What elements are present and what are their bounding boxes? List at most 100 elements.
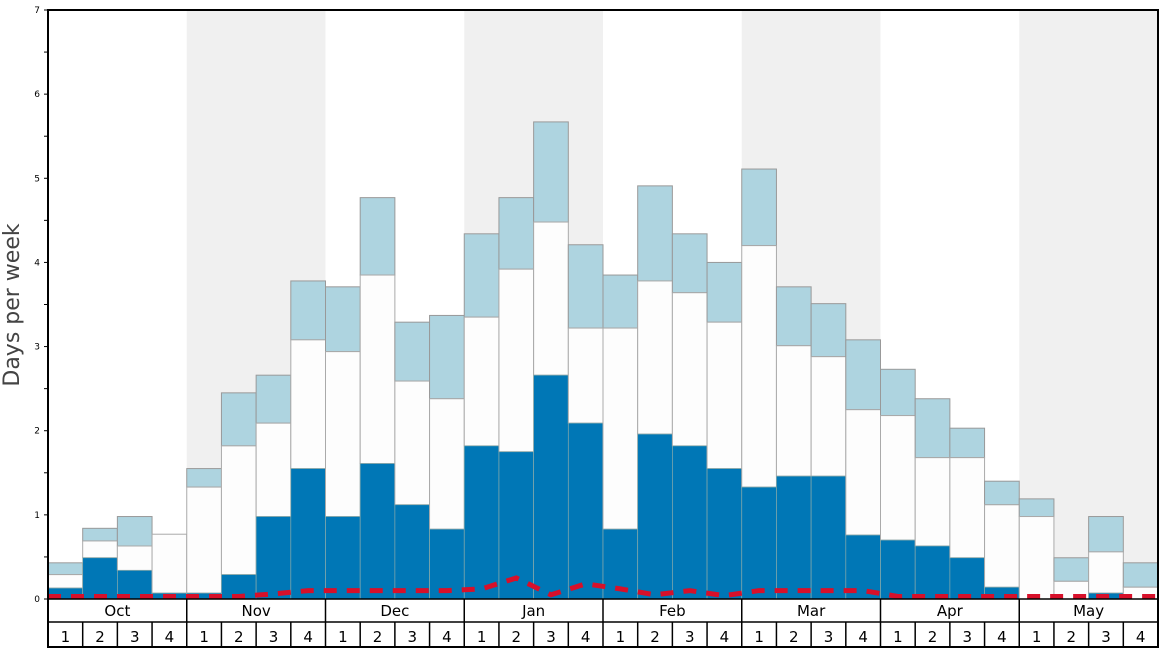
bar-light-segment bbox=[741, 168, 777, 247]
bar-middle-segment bbox=[567, 327, 604, 424]
month-label: Nov bbox=[241, 602, 270, 620]
week-label: 3 bbox=[407, 628, 417, 646]
week-label: 2 bbox=[95, 628, 105, 646]
week-label: 4 bbox=[1136, 628, 1146, 646]
bar-middle-segment bbox=[220, 445, 257, 576]
bar-dark-segment bbox=[429, 528, 465, 600]
bar-middle-segment bbox=[359, 274, 396, 465]
bar-middle-segment bbox=[533, 221, 569, 376]
bar-dark-segment bbox=[672, 445, 708, 600]
bar-middle-segment bbox=[984, 504, 1020, 588]
week-label: 1 bbox=[199, 628, 209, 646]
bar-dark-segment bbox=[914, 545, 951, 600]
bar-dark-segment bbox=[463, 445, 500, 600]
bar-light-segment bbox=[567, 244, 604, 329]
bar-dark-segment bbox=[394, 504, 430, 600]
bar-dark-segment bbox=[776, 475, 812, 600]
bar-light-segment bbox=[359, 197, 396, 276]
bar-light-segment bbox=[1122, 562, 1159, 588]
dashed-line-layer bbox=[48, 575, 1158, 599]
week-label: 3 bbox=[685, 628, 695, 646]
bar-light-segment bbox=[810, 303, 847, 358]
week-label: 3 bbox=[546, 628, 556, 646]
bar-middle-segment bbox=[82, 540, 118, 559]
bar-light-segment bbox=[325, 286, 361, 353]
y-tick-label: 3 bbox=[34, 343, 40, 353]
week-label: 2 bbox=[650, 628, 660, 646]
week-label: 3 bbox=[824, 628, 834, 646]
bar-dark-segment bbox=[567, 422, 604, 600]
week-label: 1 bbox=[754, 628, 764, 646]
bar-middle-segment bbox=[914, 457, 951, 547]
y-tick-label: 5 bbox=[34, 174, 40, 184]
bar-middle-segment bbox=[706, 321, 743, 470]
week-label: 4 bbox=[442, 628, 452, 646]
week-label: 1 bbox=[477, 628, 487, 646]
y-tick-label: 2 bbox=[34, 427, 40, 437]
bar-middle-segment bbox=[741, 245, 777, 488]
bar-dark-segment bbox=[359, 463, 396, 600]
bar-middle-segment bbox=[845, 409, 881, 536]
bar-middle-segment bbox=[186, 486, 222, 594]
bar-light-segment bbox=[116, 516, 153, 547]
y-tick-label: 7 bbox=[34, 6, 40, 16]
bar-middle-segment bbox=[325, 351, 361, 518]
bar-light-segment bbox=[186, 468, 222, 488]
week-label: 1 bbox=[338, 628, 348, 646]
week-label: 2 bbox=[234, 628, 244, 646]
bar-dark-segment bbox=[255, 516, 292, 600]
bar-dark-segment bbox=[637, 433, 673, 600]
bar-light-segment bbox=[845, 339, 881, 411]
bar-light-segment bbox=[602, 274, 639, 329]
bar-middle-segment bbox=[47, 574, 84, 589]
bars bbox=[47, 121, 1159, 600]
week-label: 4 bbox=[581, 628, 591, 646]
bar-dark-segment bbox=[290, 468, 326, 600]
week-label: 4 bbox=[720, 628, 730, 646]
bar-middle-segment bbox=[637, 280, 673, 435]
bar-middle-segment bbox=[151, 533, 188, 594]
bar-light-segment bbox=[394, 321, 431, 382]
bar-light-segment bbox=[1018, 498, 1055, 518]
bar-middle-segment bbox=[463, 316, 500, 447]
bar-light-segment bbox=[775, 286, 812, 347]
month-label: May bbox=[1073, 602, 1104, 620]
week-label: 4 bbox=[858, 628, 868, 646]
bar-middle-segment bbox=[394, 380, 431, 506]
month-label: Feb bbox=[659, 602, 686, 620]
month-label: Mar bbox=[797, 602, 826, 620]
bar-middle-segment bbox=[1018, 516, 1055, 600]
bar-dark-segment bbox=[880, 539, 916, 600]
month-label: Jan bbox=[521, 602, 545, 620]
month-label: Oct bbox=[104, 602, 130, 620]
week-label: 1 bbox=[1032, 628, 1042, 646]
bar-middle-segment bbox=[1088, 551, 1124, 594]
y-tick-label: 4 bbox=[34, 258, 40, 268]
bar-light-segment bbox=[984, 480, 1020, 506]
bar-dark-segment bbox=[706, 468, 743, 600]
bar-middle-segment bbox=[255, 422, 292, 518]
bar-light-segment bbox=[914, 398, 951, 459]
week-label: 3 bbox=[962, 628, 972, 646]
week-label: 1 bbox=[616, 628, 626, 646]
bar-light-segment bbox=[880, 368, 916, 417]
y-axis-label: Days per week bbox=[0, 223, 25, 386]
bar-light-segment bbox=[1088, 516, 1124, 553]
bar-dark-segment bbox=[810, 475, 847, 600]
bar-light-segment bbox=[498, 197, 535, 270]
axes: 0 1 2 3 4 5 6 7 Oct 1 2 3 4 Nov 1 2 3 4 Dec 1 2 3 4 Jan 1 2 3 4 Feb 1… bbox=[34, 6, 1159, 648]
week-label: 1 bbox=[61, 628, 71, 646]
bar-light-segment bbox=[949, 427, 986, 459]
bar-middle-segment bbox=[498, 268, 535, 453]
week-label: 2 bbox=[373, 628, 383, 646]
month-label: Apr bbox=[937, 602, 964, 620]
bar-light-segment bbox=[671, 233, 708, 294]
bar-light-segment bbox=[47, 562, 84, 576]
bar-middle-segment bbox=[810, 356, 847, 477]
bar-light-segment bbox=[429, 314, 465, 400]
bar-dark-segment bbox=[533, 374, 569, 600]
bar-middle-segment bbox=[775, 345, 812, 477]
bar-light-segment bbox=[637, 185, 673, 282]
week-label: 2 bbox=[789, 628, 799, 646]
